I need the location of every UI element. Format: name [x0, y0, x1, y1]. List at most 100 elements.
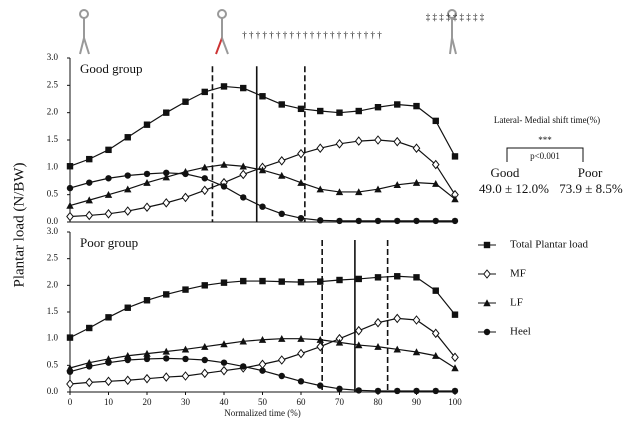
- data-point: [297, 179, 304, 186]
- data-point: [144, 297, 150, 303]
- x-tick-label: 0: [68, 397, 73, 407]
- data-point: [182, 171, 188, 177]
- x-tick-label: 10: [104, 397, 114, 407]
- data-point: [125, 305, 131, 311]
- panel-title: Poor group: [80, 235, 138, 250]
- data-point: [240, 363, 246, 369]
- data-point: [125, 357, 131, 363]
- data-point: [163, 199, 169, 207]
- data-point: [279, 157, 285, 165]
- x-tick-label: 100: [448, 397, 462, 407]
- data-point: [105, 359, 111, 365]
- data-point: [356, 108, 362, 114]
- data-point: [163, 109, 169, 115]
- data-point: [202, 369, 208, 377]
- panel-title: Good group: [80, 61, 142, 76]
- data-point: [298, 378, 304, 384]
- poor-value: 73.9 ± 8.5%: [559, 181, 623, 196]
- data-point: [317, 382, 323, 388]
- y-tick-label: 0.0: [47, 216, 59, 226]
- data-point: [182, 99, 188, 105]
- data-point: [221, 367, 227, 375]
- data-point: [144, 171, 150, 177]
- x-tick-label: 70: [335, 397, 345, 407]
- data-point: [413, 274, 419, 280]
- data-point: [182, 356, 188, 362]
- data-point: [259, 203, 265, 209]
- data-point: [452, 153, 458, 159]
- data-point: [279, 211, 285, 217]
- y-tick-label: 1.0: [47, 161, 59, 171]
- data-point: [394, 314, 400, 322]
- legend-marker: [484, 270, 490, 278]
- data-point: [105, 314, 111, 320]
- data-point: [279, 278, 285, 284]
- data-point: [336, 140, 342, 148]
- data-point: [125, 207, 131, 215]
- legend-label: MF: [510, 268, 526, 280]
- data-point: [163, 355, 169, 361]
- data-point: [105, 175, 111, 181]
- y-tick-label: 0.5: [47, 189, 59, 199]
- y-tick-label: 2.0: [47, 107, 59, 117]
- data-point: [259, 367, 265, 373]
- legend-marker: [484, 242, 490, 248]
- data-point: [125, 376, 131, 384]
- x-tick-label: 40: [220, 397, 230, 407]
- poor-label: Poor: [578, 165, 603, 180]
- data-point: [259, 278, 265, 284]
- data-point: [67, 163, 73, 169]
- data-point: [336, 109, 342, 115]
- data-point: [221, 359, 227, 365]
- data-point: [163, 291, 169, 297]
- x-tick-label: 50: [258, 397, 268, 407]
- data-point: [240, 194, 246, 200]
- data-point: [375, 218, 381, 224]
- data-point: [86, 156, 92, 162]
- data-point: [375, 136, 381, 144]
- data-point: [317, 144, 323, 152]
- data-point: [375, 388, 381, 394]
- data-point: [336, 386, 342, 392]
- data-point: [202, 89, 208, 95]
- data-point: [67, 185, 73, 191]
- y-tick-label: 2.0: [47, 279, 59, 289]
- data-point: [202, 357, 208, 363]
- data-point: [394, 138, 400, 146]
- x-tick-label: 20: [143, 397, 153, 407]
- y-tick-label: 1.0: [47, 333, 59, 343]
- data-point: [105, 210, 111, 218]
- data-point: [105, 377, 111, 385]
- data-point: [375, 319, 381, 327]
- stars: ***: [538, 135, 552, 145]
- y-tick-label: 2.5: [47, 79, 59, 89]
- shift-title: Lateral- Medial shift time(%): [494, 115, 600, 125]
- data-point: [202, 186, 208, 194]
- data-point: [86, 378, 92, 386]
- y-tick-label: 0.0: [47, 386, 59, 396]
- data-point: [182, 372, 188, 380]
- data-point: [413, 316, 419, 324]
- y-tick-label: 1.5: [47, 134, 59, 144]
- data-point: [259, 93, 265, 99]
- data-point: [413, 103, 419, 109]
- data-point: [356, 218, 362, 224]
- data-point: [202, 175, 208, 181]
- data-point: [394, 273, 400, 279]
- data-point: [433, 388, 439, 394]
- data-point: [451, 364, 458, 371]
- data-point: [67, 380, 73, 388]
- data-point: [298, 279, 304, 285]
- data-point: [221, 83, 227, 89]
- data-point: [144, 375, 150, 383]
- y-tick-label: 2.5: [47, 253, 59, 263]
- data-point: [317, 278, 323, 284]
- data-point: [279, 356, 285, 364]
- data-point: [356, 276, 362, 282]
- y-tick-label: 0.5: [47, 359, 59, 369]
- p-value: p<0.001: [530, 151, 560, 161]
- data-point: [356, 137, 362, 145]
- data-point: [86, 211, 92, 219]
- x-tick-label: 60: [297, 397, 307, 407]
- data-point: [105, 147, 111, 153]
